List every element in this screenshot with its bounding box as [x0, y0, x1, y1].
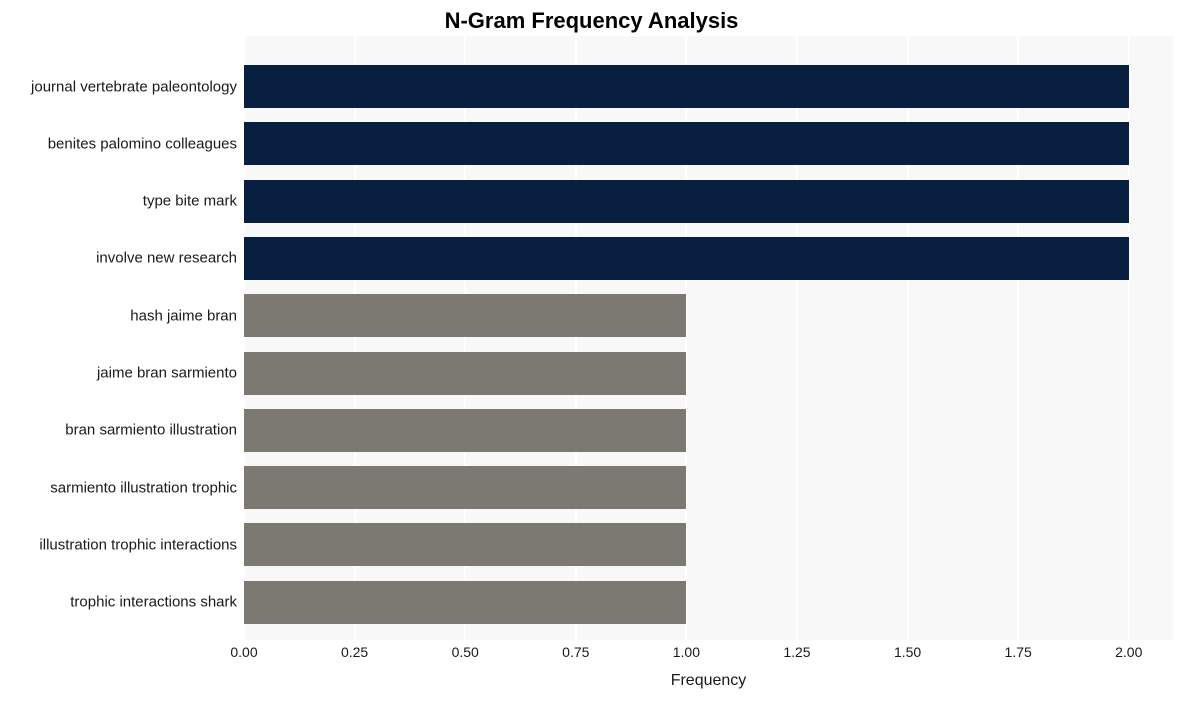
bar [244, 237, 1129, 280]
x-tick-label: 0.00 [230, 644, 257, 660]
bar-row [244, 581, 686, 624]
y-tick-label: bran sarmiento illustration [65, 422, 237, 439]
plot-area [244, 36, 1173, 640]
bar [244, 352, 686, 395]
chart-container: N-Gram Frequency Analysis Frequency 0.00… [0, 0, 1183, 701]
bar [244, 581, 686, 624]
x-tick-label: 1.50 [894, 644, 921, 660]
x-tick-label: 0.50 [452, 644, 479, 660]
bar [244, 466, 686, 509]
bar [244, 65, 1129, 108]
y-tick-label: journal vertebrate paleontology [31, 78, 237, 95]
bar-row [244, 294, 686, 337]
bar-row [244, 466, 686, 509]
x-axis-title: Frequency [244, 672, 1173, 690]
y-tick-label: type bite mark [143, 193, 237, 210]
x-tick-label: 1.25 [783, 644, 810, 660]
bar-row [244, 523, 686, 566]
x-tick-label: 0.75 [562, 644, 589, 660]
bar [244, 523, 686, 566]
y-tick-label: hash jaime bran [130, 307, 237, 324]
bar [244, 180, 1129, 223]
bar-row [244, 180, 1129, 223]
x-tick-label: 2.00 [1115, 644, 1142, 660]
chart-title: N-Gram Frequency Analysis [0, 8, 1183, 34]
bar-row [244, 237, 1129, 280]
y-tick-label: trophic interactions shark [70, 594, 237, 611]
x-tick-label: 1.75 [1005, 644, 1032, 660]
bar-row [244, 122, 1129, 165]
bar [244, 122, 1129, 165]
bar-row [244, 409, 686, 452]
y-tick-label: illustration trophic interactions [39, 536, 237, 553]
y-tick-label: involve new research [96, 250, 237, 267]
x-tick-label: 0.25 [341, 644, 368, 660]
bar-row [244, 352, 686, 395]
y-tick-label: benites palomino colleagues [48, 135, 237, 152]
y-tick-label: jaime bran sarmiento [97, 365, 237, 382]
x-tick-label: 1.00 [673, 644, 700, 660]
bar [244, 409, 686, 452]
bar [244, 294, 686, 337]
bar-row [244, 65, 1129, 108]
y-tick-label: sarmiento illustration trophic [50, 479, 237, 496]
